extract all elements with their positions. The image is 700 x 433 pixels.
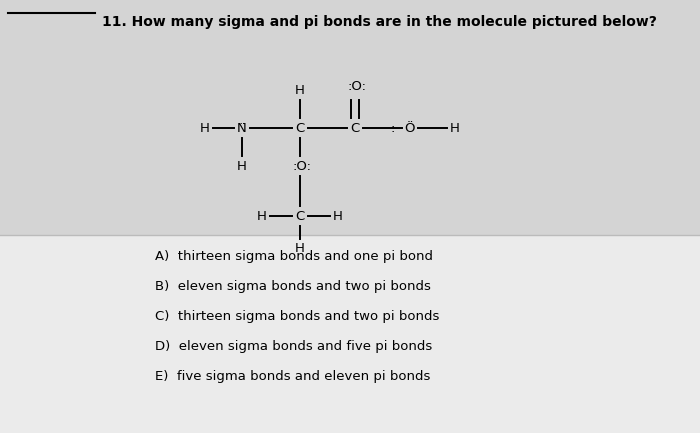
- Text: H: H: [450, 122, 460, 135]
- Text: Ö: Ö: [405, 122, 415, 135]
- Text: :O:: :O:: [347, 80, 367, 93]
- Bar: [0, 235, 700, 433]
- Text: :: :: [391, 122, 395, 135]
- Text: E)  five sigma bonds and eleven pi bonds: E) five sigma bonds and eleven pi bonds: [155, 370, 430, 383]
- Text: N̈: N̈: [237, 122, 247, 135]
- Text: H: H: [295, 84, 305, 97]
- Text: C: C: [295, 122, 304, 135]
- Text: A)  thirteen sigma bonds and one pi bond: A) thirteen sigma bonds and one pi bond: [155, 250, 433, 263]
- Text: H: H: [333, 210, 343, 223]
- Text: 11. How many sigma and pi bonds are in the molecule pictured below?: 11. How many sigma and pi bonds are in t…: [102, 15, 657, 29]
- Text: B)  eleven sigma bonds and two pi bonds: B) eleven sigma bonds and two pi bonds: [155, 280, 431, 293]
- Text: H: H: [295, 242, 305, 255]
- Text: :O:: :O:: [293, 159, 312, 172]
- Text: D)  eleven sigma bonds and five pi bonds: D) eleven sigma bonds and five pi bonds: [155, 340, 433, 353]
- Bar: [0, 0, 700, 235]
- Text: H: H: [257, 210, 267, 223]
- Text: C: C: [351, 122, 360, 135]
- Text: C)  thirteen sigma bonds and two pi bonds: C) thirteen sigma bonds and two pi bonds: [155, 310, 440, 323]
- Text: C: C: [295, 210, 304, 223]
- Text: H: H: [237, 159, 247, 172]
- Text: H: H: [200, 122, 210, 135]
